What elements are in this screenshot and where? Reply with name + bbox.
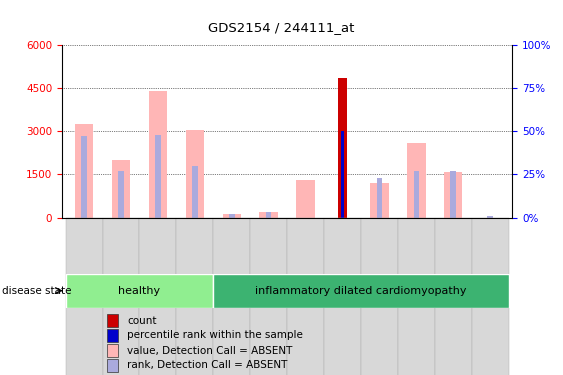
- FancyBboxPatch shape: [250, 217, 287, 375]
- Bar: [370, 183, 388, 218]
- Bar: [377, 178, 382, 218]
- Bar: [75, 124, 93, 218]
- Bar: [107, 344, 118, 357]
- FancyBboxPatch shape: [140, 217, 176, 375]
- Text: GDS2154 / 244111_at: GDS2154 / 244111_at: [208, 21, 355, 34]
- FancyBboxPatch shape: [176, 217, 213, 375]
- Bar: [450, 171, 456, 217]
- Text: inflammatory dilated cardiomyopathy: inflammatory dilated cardiomyopathy: [255, 286, 467, 296]
- Text: disease state: disease state: [2, 286, 71, 296]
- Bar: [192, 166, 198, 218]
- Text: healthy: healthy: [118, 286, 160, 296]
- Bar: [155, 135, 160, 218]
- Bar: [107, 359, 118, 372]
- FancyBboxPatch shape: [66, 217, 102, 375]
- Bar: [338, 78, 347, 218]
- Bar: [118, 171, 124, 217]
- Bar: [112, 160, 130, 218]
- Bar: [414, 171, 419, 217]
- FancyBboxPatch shape: [398, 217, 435, 375]
- Bar: [149, 91, 167, 218]
- Text: count: count: [127, 316, 157, 326]
- Bar: [296, 180, 315, 218]
- Bar: [186, 130, 204, 218]
- Text: rank, Detection Call = ABSENT: rank, Detection Call = ABSENT: [127, 360, 288, 370]
- FancyBboxPatch shape: [435, 217, 472, 375]
- Bar: [107, 314, 118, 327]
- Bar: [81, 136, 87, 218]
- FancyBboxPatch shape: [324, 217, 361, 375]
- Bar: [444, 171, 462, 217]
- Bar: [229, 214, 235, 217]
- FancyBboxPatch shape: [287, 217, 324, 375]
- Bar: [341, 131, 344, 218]
- Bar: [266, 212, 271, 217]
- FancyBboxPatch shape: [102, 217, 140, 375]
- Bar: [107, 329, 118, 342]
- Text: percentile rank within the sample: percentile rank within the sample: [127, 330, 303, 340]
- Bar: [260, 212, 278, 217]
- Bar: [66, 274, 213, 308]
- Bar: [213, 274, 508, 308]
- Text: value, Detection Call = ABSENT: value, Detection Call = ABSENT: [127, 346, 293, 356]
- FancyBboxPatch shape: [361, 217, 398, 375]
- Bar: [222, 214, 241, 217]
- FancyBboxPatch shape: [472, 217, 508, 375]
- Bar: [407, 143, 426, 218]
- FancyBboxPatch shape: [213, 217, 250, 375]
- Bar: [488, 216, 493, 217]
